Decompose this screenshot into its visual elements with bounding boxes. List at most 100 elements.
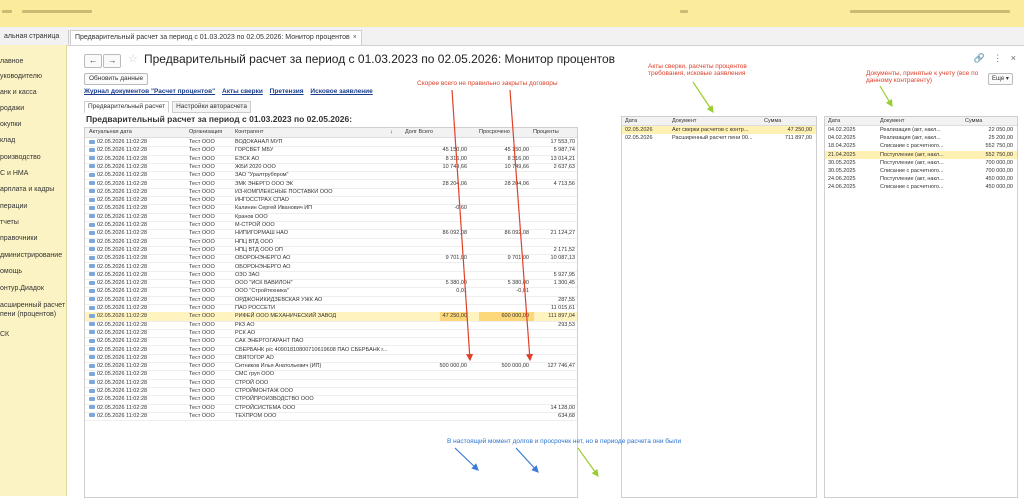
list-item[interactable]: 04.02.2025 Реализация (акт, накл... 22 050… [825,126,1017,134]
table-row[interactable]: 02.05.2026 11:02:28 Тест ООО ОЗО ЗАО 5 927,… [85,271,577,281]
list-item[interactable]: 21.04.2025 Поступление (акт, накл... 552 7… [825,150,1017,159]
col-interest[interactable]: Проценты [533,129,559,135]
table-row[interactable]: 02.05.2026 11:02:28 Тест ООО ИНГОССТРАХ СП… [85,196,577,206]
sidebar-item[interactable]: родажи [0,105,25,112]
table-row[interactable]: 02.05.2026 11:02:28 Тест ООО Кранов ООО [85,213,577,222]
sidebar-item[interactable]: асширенный расчет [0,302,66,309]
cell-overdue: 10 749,66 [504,163,529,170]
favorite-star-icon[interactable]: ☆ [128,53,138,65]
col-sum[interactable]: Сумма [764,118,782,124]
list-item[interactable]: 02.05.2026 Акт сверки расчетов с контр...… [622,126,816,134]
document-icon [89,288,95,293]
window-close-icon[interactable]: × [1010,53,1016,63]
sidebar-item[interactable]: онтур.Диадок [0,285,44,292]
col-org[interactable]: Организация [189,129,223,135]
more-button[interactable]: Еще ▾ [988,73,1013,85]
list-item[interactable]: 18.04.2025 Списание с расчетного... 552 75… [825,142,1017,150]
table-row[interactable]: 02.05.2026 11:02:28 Тест ООО ТЕХПРОМ ООО 63… [85,412,577,422]
sidebar-item[interactable]: уководителю [0,73,43,80]
table-row[interactable]: 02.05.2026 11:02:28 Тест ООО ОРДЖОНИКИДЗЕВ… [85,296,577,305]
list-item[interactable]: 30.05.2025 Списание с расчетного... 700 00… [825,167,1017,175]
sidebar-item[interactable]: пени (процентов) [0,311,57,318]
table-row[interactable]: 02.05.2026 11:02:28 Тест ООО ОБОРОНЭНЕРГО … [85,263,577,272]
list-item[interactable]: 24.06.2025 Списание с расчетного... 450 00… [825,183,1017,191]
forward-button[interactable]: → [103,54,121,68]
cell-sum: 711 897,00 [784,135,812,142]
link-journal[interactable]: Журнал документов "Расчет процентов" [84,88,216,95]
sidebar-item[interactable]: арплата и кадры [0,186,55,193]
link-lawsuit[interactable]: Исковое заявление [310,88,373,95]
sidebar-item[interactable]: СК [0,331,10,338]
col-document[interactable]: Документ [672,118,697,124]
search-icon[interactable] [680,10,688,13]
sidebar-item[interactable]: омощь [0,268,23,275]
cell-interest: 13 014,21 [550,155,575,162]
close-icon[interactable]: × [352,34,357,41]
sidebar-item[interactable]: перации [0,203,28,210]
cell-org: Тест ООО [189,379,215,386]
cell-debt: 0,01 [456,288,467,295]
link-icon[interactable]: 🔗 [973,53,985,63]
table-row[interactable]: 02.05.2026 11:02:28 Тест ООО НПЦ ВТД ООО [85,238,577,247]
tab-autocalc-settings[interactable]: Настройки авторасчета [172,101,251,113]
tab-bar: альная страница Предварительный расчет з… [0,27,1024,46]
cell-document: Списание с расчетного... [880,168,944,174]
tab-home[interactable]: альная страница [0,30,69,44]
tab-preliminary-calc[interactable]: Предварительный расчет [84,101,170,113]
list-item[interactable]: 04.02.2025 Реализация (акт, накл... 25 200… [825,134,1017,142]
link-claim[interactable]: Претензия [269,88,304,95]
sidebar-item[interactable]: правочники [0,235,38,242]
table-row[interactable]: 02.05.2026 11:02:28 Тест ООО СВЯТОГОР АО [85,354,577,364]
cell-date: 02.05.2026 11:02:28 [89,271,181,279]
table-row[interactable]: 02.05.2026 11:02:28 Тест ООО НПЦ ВТД ООО О… [85,246,577,256]
sort-icon[interactable]: ↓ [390,129,393,135]
col-date[interactable]: Актуальная дата [89,129,132,135]
cell-text: 02.05.2026 11:02:28 [97,255,148,262]
list-item[interactable]: 02.05.2026 Расширенный расчет пени 00... 7… [622,134,816,142]
table-row[interactable]: 02.05.2026 11:02:28 Тест ООО СТРОЙМОНТАЖ О… [85,387,577,397]
sidebar-item[interactable]: С и НМА [0,170,29,177]
tab-interest-monitor[interactable]: Предварительный расчет за период с 01.03… [70,30,362,45]
table-row[interactable]: 02.05.2026 11:02:28 Тест ООО СБЕРБАНК р/с … [85,346,577,355]
table-row[interactable]: 02.05.2026 11:02:28 Тест ООО Ситников Илья… [85,362,577,372]
col-document[interactable]: Документ [880,118,905,124]
col-sum[interactable]: Сумма [965,118,983,124]
table-row[interactable]: 02.05.2026 11:02:28 Тест ООО РСК АО [85,329,577,339]
cell-debt: -0,60 [454,205,467,212]
cell-org: Тест ООО [189,155,215,162]
list-item[interactable]: 24.06.2025 Поступление (акт, накл... 450 0… [825,175,1017,183]
sidebar-item[interactable]: лавное [0,58,24,65]
table-row[interactable]: 02.05.2026 11:02:28 Тест ООО САК ЭНЕРГОГАР… [85,337,577,347]
table-row[interactable]: 02.05.2026 11:02:28 Тест ООО РКЗ АО 293,53 [85,321,577,330]
table-row[interactable]: 02.05.2026 11:02:28 Тест ООО СТРОЙПРОИЗВОД… [85,395,577,405]
sidebar-item[interactable]: окупки [0,121,22,128]
table-row[interactable]: 02.05.2026 11:02:28 Тест ООО ИЗ-КОМПЛЕКСНЫ… [85,188,577,198]
menu-icon[interactable] [2,10,12,13]
table-row[interactable]: 02.05.2026 11:02:28 Тест ООО М-СТРОЙ ООО [85,221,577,231]
col-overdue[interactable]: Просрочено [479,129,510,135]
sidebar-item[interactable]: роизводство [0,154,41,161]
document-icon [89,147,95,152]
col-date[interactable]: Дата [828,118,841,124]
sidebar-item[interactable]: дминистрирование [0,252,63,259]
cell-text: 02.05.2026 11:02:28 [97,346,148,353]
table-row[interactable]: 02.05.2026 11:02:28 Тест ООО СТРОЙСИСТЕМА … [85,404,577,413]
table-row[interactable]: 02.05.2026 11:02:28 Тест ООО ВОДОКАНАЛ МУП… [85,138,577,148]
cell-document: Реализация (акт, накл... [880,135,941,142]
col-date[interactable]: Дата [625,118,638,124]
table-row[interactable]: 02.05.2026 11:02:28 Тест ООО СМС груп ООО [85,370,577,380]
list-item[interactable]: 30.05.2025 Поступление (акт, накл... 700 0… [825,159,1017,167]
table-row[interactable]: 02.05.2026 11:02:28 Тест ООО ЗАО "Уралтруб… [85,171,577,181]
link-acts[interactable]: Акты сверки [222,88,263,95]
col-debt-total[interactable]: Долг Всего [405,129,433,135]
back-button[interactable]: ← [84,54,102,68]
col-counterparty[interactable]: Контрагент [235,129,264,135]
sidebar-item[interactable]: тчеты [0,219,19,226]
more-menu-icon[interactable]: ⋮ [993,53,1003,63]
cell-debt: 45 150,00 [442,147,467,154]
sidebar-item[interactable]: клад [0,137,16,144]
refresh-data-button[interactable]: Обновить данные [84,73,149,85]
table-row[interactable]: 02.05.2026 11:02:28 Тест ООО СТРОЙ ООО [85,379,577,388]
cell-org: Тест ООО [189,255,215,262]
sidebar-item[interactable]: анк и касса [0,89,37,96]
